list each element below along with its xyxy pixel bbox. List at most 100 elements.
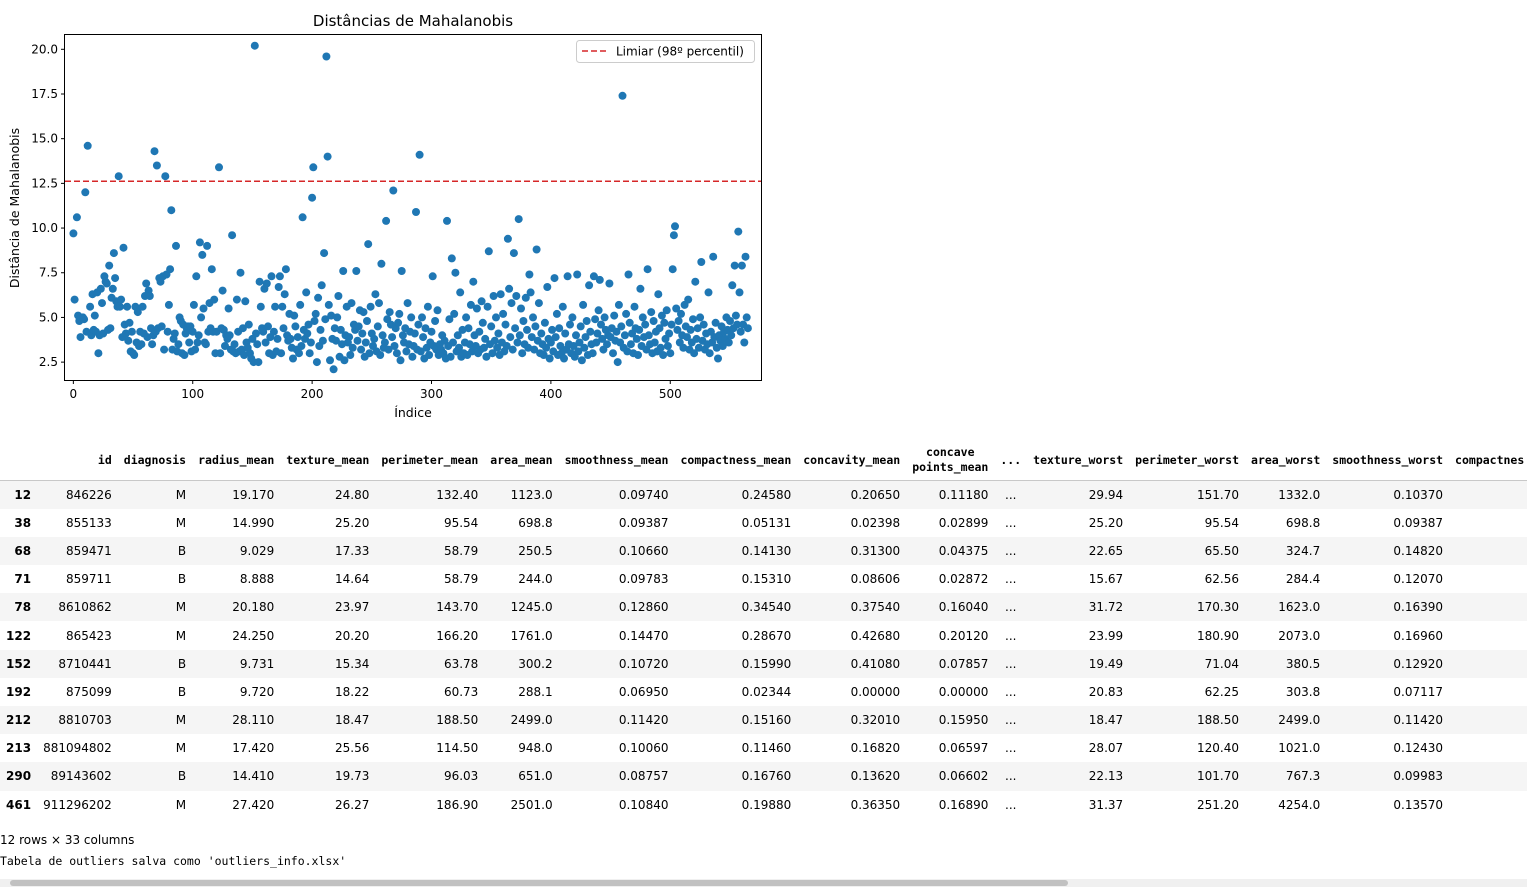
data-point xyxy=(605,279,614,288)
column-header: area_mean xyxy=(484,440,559,481)
table-cell: 284.4 xyxy=(1285,572,1321,587)
table-cell: ... xyxy=(1005,741,1017,756)
data-point xyxy=(593,329,602,338)
data-point xyxy=(157,322,166,331)
data-point xyxy=(72,213,81,222)
data-point xyxy=(458,325,467,334)
table-cell: 31.37 xyxy=(1088,797,1124,812)
table-cell: 1021.0 xyxy=(1278,741,1321,756)
data-point xyxy=(580,343,589,352)
table-cell: ... xyxy=(1005,628,1017,643)
data-point xyxy=(241,297,250,306)
data-point xyxy=(291,322,300,331)
data-point xyxy=(320,249,329,258)
data-point xyxy=(334,292,343,300)
data-point xyxy=(542,343,551,352)
data-point xyxy=(550,274,559,283)
data-point xyxy=(329,365,338,374)
data-point xyxy=(293,333,302,342)
data-point xyxy=(306,338,315,347)
data-point xyxy=(566,320,574,329)
table-cell: B xyxy=(177,572,187,587)
data-point xyxy=(618,91,627,100)
x-axis-ticks: 0 100 200 300 400 500 xyxy=(70,380,682,401)
data-point xyxy=(740,338,749,347)
data-point xyxy=(305,349,314,358)
table-cell: 19.73 xyxy=(335,769,370,784)
table-cell: M xyxy=(175,713,187,728)
scrollbar-thumb[interactable] xyxy=(10,880,1068,886)
table-cell: 22.13 xyxy=(1088,769,1124,784)
data-point xyxy=(543,283,552,291)
data-point xyxy=(322,52,331,61)
data-point xyxy=(392,349,401,358)
data-point xyxy=(502,342,511,350)
data-point xyxy=(465,340,474,349)
data-point xyxy=(727,331,736,340)
table-cell: 166.20 xyxy=(436,628,479,643)
data-point xyxy=(517,304,525,313)
data-point xyxy=(389,186,398,195)
data-point xyxy=(734,227,743,236)
table-header: id diagnosis radius_mean texture_mean perime… xyxy=(0,440,1527,481)
table-cell xyxy=(1449,565,1527,593)
data-point xyxy=(521,293,530,302)
table-cell: 0.20120 xyxy=(938,628,989,643)
table-cell: 0.42680 xyxy=(850,628,901,643)
data-point xyxy=(514,215,523,224)
data-point xyxy=(539,351,548,359)
data-point xyxy=(733,320,742,329)
table-cell: 0.08757 xyxy=(618,769,669,784)
data-point xyxy=(244,320,253,329)
data-point xyxy=(375,299,383,308)
data-point xyxy=(347,299,356,308)
x-tick-label: 0 xyxy=(70,387,78,401)
data-point xyxy=(332,336,340,345)
data-point xyxy=(259,327,268,336)
data-point xyxy=(336,325,345,334)
row-index: 78 xyxy=(14,600,32,615)
data-point xyxy=(603,340,611,349)
legend: Limiar (98º percentil) xyxy=(576,40,755,63)
table-cell: 1332.0 xyxy=(1278,487,1321,502)
table-cell: 698.8 xyxy=(518,515,553,530)
row-index: 152 xyxy=(6,656,32,671)
table-cell: 855133 xyxy=(65,515,112,530)
data-point xyxy=(692,334,701,343)
data-point xyxy=(431,317,440,325)
data-point xyxy=(225,331,234,340)
data-point xyxy=(455,343,463,352)
table-cell: 19.170 xyxy=(232,487,275,502)
y-tick-label: 10.0 xyxy=(31,221,58,235)
table-cell: 20.83 xyxy=(1088,684,1124,699)
data-point xyxy=(668,265,677,274)
data-point xyxy=(109,249,118,258)
data-point xyxy=(523,325,531,334)
table-cell: ... xyxy=(1005,713,1017,728)
table-cell: 1245.0 xyxy=(510,600,553,615)
data-point xyxy=(380,338,389,347)
data-point xyxy=(672,304,681,313)
data-point xyxy=(314,293,323,302)
data-point xyxy=(503,234,512,243)
column-header: perimeter_worst xyxy=(1129,440,1246,481)
data-point xyxy=(256,302,265,311)
table-row: 68 859471 B 9.029 17.33 58.79 250.5 0.10660 0.14… xyxy=(0,536,1527,566)
data-point xyxy=(408,352,417,361)
table-cell xyxy=(1449,650,1527,678)
horizontal-scrollbar[interactable] xyxy=(0,879,1527,887)
column-header: texture_worst xyxy=(1027,440,1130,481)
table-row: 192 875099 B 9.720 18.22 60.73 288.1 0.06950 0.0… xyxy=(0,678,1527,706)
data-point xyxy=(488,349,497,358)
table-cell: 89143602 xyxy=(50,769,112,784)
column-header: compactnes xyxy=(1449,440,1527,481)
y-axis-ticks: 2.5 5.0 7.5 10.0 12.5 15.0 17.5 20.0 xyxy=(31,42,65,369)
table-cell: 26.27 xyxy=(335,797,370,812)
data-point xyxy=(600,313,609,322)
data-point xyxy=(617,322,626,331)
data-point xyxy=(657,311,666,320)
table-cell: ... xyxy=(1005,656,1017,671)
data-point xyxy=(581,333,590,342)
table-cell: 859471 xyxy=(65,543,112,558)
row-index: 68 xyxy=(14,543,32,558)
